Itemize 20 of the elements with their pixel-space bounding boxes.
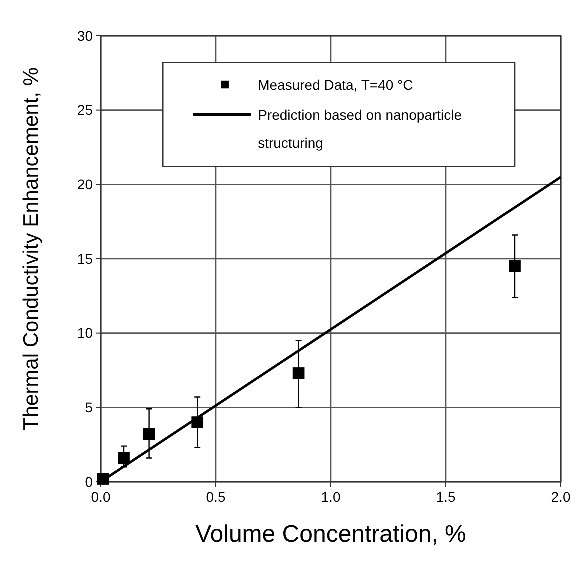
x-tick-label: 1.5 — [436, 489, 456, 505]
x-tick-label: 2.0 — [551, 489, 571, 505]
y-tick-label: 0 — [85, 474, 94, 490]
x-axis-title: Volume Concentration, % — [196, 521, 466, 548]
x-tick-label: 0.5 — [206, 489, 226, 505]
y-tick-label: 5 — [85, 400, 94, 416]
x-tick-label: 0.0 — [91, 489, 111, 505]
point — [97, 473, 110, 485]
point — [118, 452, 130, 464]
x-tick-label: 1.0 — [321, 489, 341, 505]
legend-label: Prediction based on nanoparticle structuring — [258, 106, 464, 153]
legend-label: Measured Data, T=40 °C — [258, 76, 414, 95]
point — [509, 260, 521, 272]
y-tick-label: 15 — [77, 250, 94, 267]
point — [192, 416, 204, 428]
y-tick-label: 20 — [77, 176, 94, 193]
y-tick-label: 10 — [77, 325, 94, 342]
y-tick-label: 30 — [77, 28, 94, 44]
y-axis-title: Thermal Conductivity Enhancement, % — [20, 68, 43, 430]
y-tick-label: 25 — [77, 102, 94, 118]
